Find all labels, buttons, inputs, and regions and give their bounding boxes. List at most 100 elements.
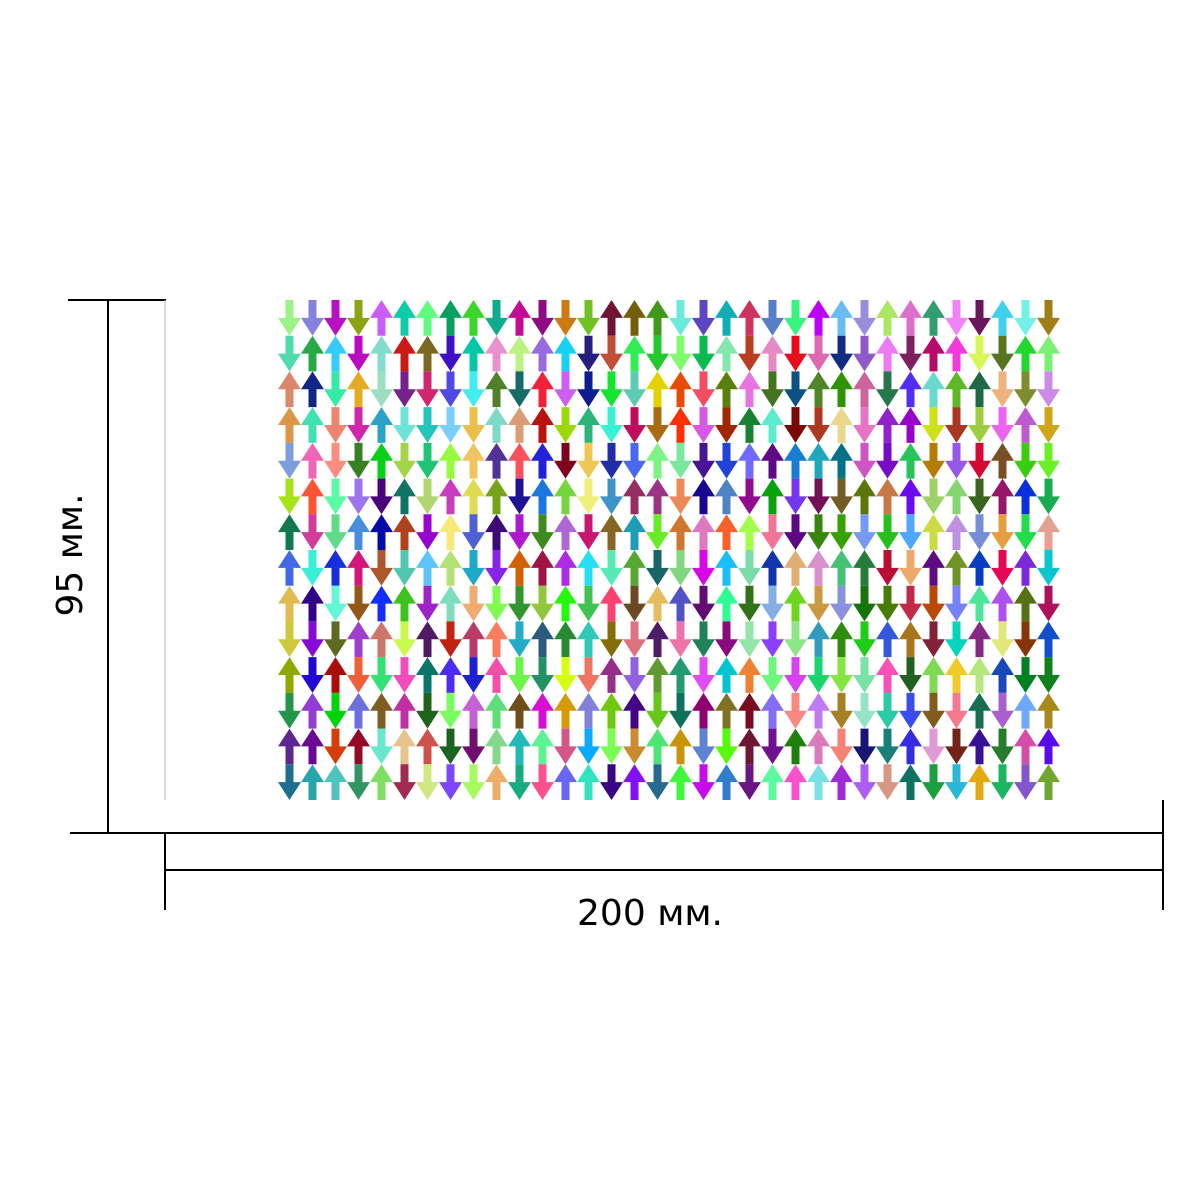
arrow: [278, 657, 301, 693]
arrow: [1014, 550, 1037, 586]
arrow: [301, 621, 324, 658]
arrow: [531, 692, 554, 729]
arrow: [1037, 728, 1060, 765]
arrow: [1037, 657, 1060, 693]
arrow: [830, 585, 853, 622]
arrow: [715, 728, 738, 765]
arrow: [301, 407, 324, 443]
arrow: [278, 442, 301, 479]
arrow: [899, 478, 922, 515]
arrow: [738, 692, 761, 729]
arrow: [830, 621, 853, 658]
arrow: [968, 585, 991, 622]
arrow: [646, 300, 669, 336]
arrow: [324, 621, 347, 658]
arrow: [669, 585, 692, 622]
arrow: [531, 371, 554, 408]
arrow: [784, 728, 807, 765]
arrow: [370, 371, 393, 408]
arrow: [393, 585, 416, 622]
arrow: [646, 407, 669, 443]
arrow: [1037, 407, 1060, 443]
arrow: [531, 550, 554, 586]
arrow: [301, 585, 324, 622]
arrow: [761, 514, 784, 550]
arrow: [462, 371, 485, 408]
arrow: [393, 728, 416, 765]
arrow: [784, 335, 807, 372]
arrow: [692, 692, 715, 729]
arrow: [531, 335, 554, 372]
arrow: [393, 657, 416, 693]
arrow: [1014, 585, 1037, 622]
arrow: [922, 371, 945, 408]
arrow: [623, 514, 646, 550]
arrow: [692, 657, 715, 693]
arrow: [784, 764, 807, 800]
arrow: [439, 728, 462, 765]
arrow: [1037, 300, 1060, 336]
arrow: [715, 335, 738, 372]
arrow: [324, 371, 347, 408]
arrow: [485, 407, 508, 443]
arrow: [899, 300, 922, 336]
arrow: [692, 407, 715, 443]
arrow: [1014, 621, 1037, 658]
arrow: [508, 585, 531, 622]
arrow: [761, 335, 784, 372]
arrow: [968, 728, 991, 765]
arrow: [416, 692, 439, 729]
arrow: [324, 335, 347, 372]
arrow: [600, 300, 623, 336]
arrow: [669, 692, 692, 729]
arrow: [784, 657, 807, 693]
arrow: [876, 692, 899, 729]
arrow: [1037, 585, 1060, 622]
arrow: [600, 657, 623, 693]
arrow: [715, 407, 738, 443]
arrow: [623, 692, 646, 729]
arrow: [945, 335, 968, 372]
arrow: [508, 550, 531, 586]
arrow: [370, 478, 393, 515]
arrow: [623, 764, 646, 800]
arrow: [370, 657, 393, 693]
arrow: [853, 550, 876, 586]
arrow: [347, 621, 370, 658]
arrow: [853, 728, 876, 765]
arrow: [531, 407, 554, 443]
arrow: [508, 514, 531, 550]
arrow: [830, 478, 853, 515]
arrow: [439, 621, 462, 658]
arrow: [1037, 442, 1060, 479]
arrow: [991, 550, 1014, 586]
arrow: [646, 585, 669, 622]
arrow: [669, 764, 692, 800]
arrow: [692, 335, 715, 372]
arrow: [853, 692, 876, 729]
arrow: [715, 621, 738, 658]
arrow: [324, 514, 347, 550]
arrow: [876, 657, 899, 693]
arrow: [968, 335, 991, 372]
arrow: [623, 335, 646, 372]
arrow: [922, 442, 945, 479]
arrow: [945, 478, 968, 515]
arrow: [646, 692, 669, 729]
arrow: [554, 621, 577, 658]
arrow: [347, 692, 370, 729]
arrow: [968, 407, 991, 443]
arrow: [393, 550, 416, 586]
arrow: [554, 371, 577, 408]
arrow: [715, 514, 738, 550]
arrow: [554, 657, 577, 693]
arrow: [577, 621, 600, 658]
arrow: [991, 478, 1014, 515]
arrow: [370, 621, 393, 658]
arrow: [876, 478, 899, 515]
arrow: [876, 300, 899, 336]
arrow: [830, 550, 853, 586]
arrow: [646, 335, 669, 372]
arrow: [393, 335, 416, 372]
